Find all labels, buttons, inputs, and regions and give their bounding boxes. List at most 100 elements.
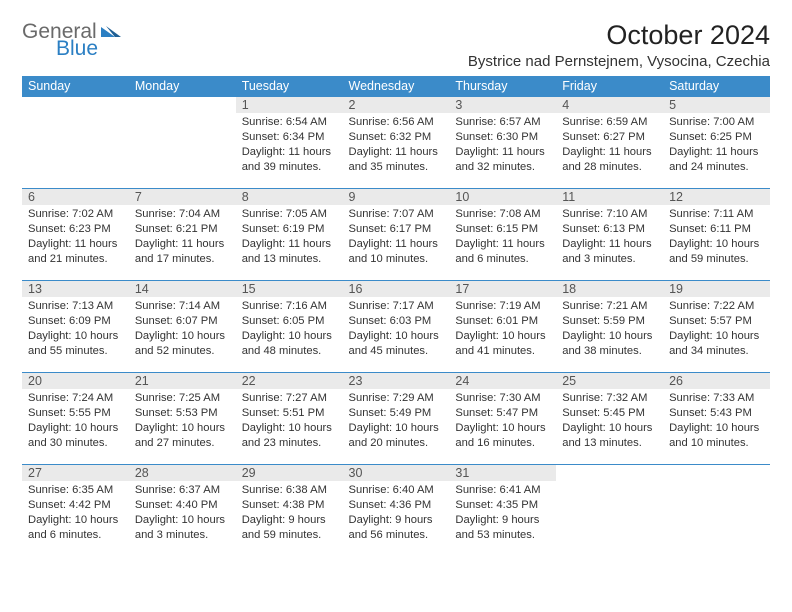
day-number: 6 (22, 189, 129, 205)
calendar-day-cell: 24Sunrise: 7:30 AMSunset: 5:47 PMDayligh… (449, 373, 556, 465)
day-details: Sunrise: 7:30 AMSunset: 5:47 PMDaylight:… (449, 389, 556, 455)
calendar-day-cell (663, 465, 770, 557)
calendar-day-cell: 10Sunrise: 7:08 AMSunset: 6:15 PMDayligh… (449, 189, 556, 281)
day-number: 23 (343, 373, 450, 389)
day-details: Sunrise: 6:40 AMSunset: 4:36 PMDaylight:… (343, 481, 450, 547)
calendar-day-cell: 26Sunrise: 7:33 AMSunset: 5:43 PMDayligh… (663, 373, 770, 465)
day-details: Sunrise: 7:27 AMSunset: 5:51 PMDaylight:… (236, 389, 343, 455)
day-number: 21 (129, 373, 236, 389)
day-details: Sunrise: 7:25 AMSunset: 5:53 PMDaylight:… (129, 389, 236, 455)
day-number: 7 (129, 189, 236, 205)
day-details: Sunrise: 7:22 AMSunset: 5:57 PMDaylight:… (663, 297, 770, 363)
day-number: 31 (449, 465, 556, 481)
day-details: Sunrise: 7:00 AMSunset: 6:25 PMDaylight:… (663, 113, 770, 179)
day-number: 13 (22, 281, 129, 297)
day-number: 27 (22, 465, 129, 481)
calendar-day-cell: 4Sunrise: 6:59 AMSunset: 6:27 PMDaylight… (556, 97, 663, 189)
calendar-day-cell: 22Sunrise: 7:27 AMSunset: 5:51 PMDayligh… (236, 373, 343, 465)
day-number: 12 (663, 189, 770, 205)
day-details: Sunrise: 6:41 AMSunset: 4:35 PMDaylight:… (449, 481, 556, 547)
calendar-week-row: 13Sunrise: 7:13 AMSunset: 6:09 PMDayligh… (22, 281, 770, 373)
day-details: Sunrise: 7:11 AMSunset: 6:11 PMDaylight:… (663, 205, 770, 271)
location: Bystrice nad Pernstejnem, Vysocina, Czec… (468, 53, 770, 70)
day-details: Sunrise: 7:21 AMSunset: 5:59 PMDaylight:… (556, 297, 663, 363)
day-number: 26 (663, 373, 770, 389)
calendar-day-cell: 11Sunrise: 7:10 AMSunset: 6:13 PMDayligh… (556, 189, 663, 281)
calendar-week-row: 20Sunrise: 7:24 AMSunset: 5:55 PMDayligh… (22, 373, 770, 465)
calendar-day-cell: 13Sunrise: 7:13 AMSunset: 6:09 PMDayligh… (22, 281, 129, 373)
weekday-header: Monday (129, 76, 236, 97)
day-details: Sunrise: 7:02 AMSunset: 6:23 PMDaylight:… (22, 205, 129, 271)
day-details: Sunrise: 7:07 AMSunset: 6:17 PMDaylight:… (343, 205, 450, 271)
weekday-header: Tuesday (236, 76, 343, 97)
weekday-header: Friday (556, 76, 663, 97)
day-number: 5 (663, 97, 770, 113)
calendar-day-cell: 20Sunrise: 7:24 AMSunset: 5:55 PMDayligh… (22, 373, 129, 465)
calendar-day-cell: 25Sunrise: 7:32 AMSunset: 5:45 PMDayligh… (556, 373, 663, 465)
day-details: Sunrise: 7:29 AMSunset: 5:49 PMDaylight:… (343, 389, 450, 455)
weekday-header: Thursday (449, 76, 556, 97)
calendar-day-cell: 5Sunrise: 7:00 AMSunset: 6:25 PMDaylight… (663, 97, 770, 189)
calendar-day-cell: 2Sunrise: 6:56 AMSunset: 6:32 PMDaylight… (343, 97, 450, 189)
calendar-day-cell: 3Sunrise: 6:57 AMSunset: 6:30 PMDaylight… (449, 97, 556, 189)
calendar-day-cell: 19Sunrise: 7:22 AMSunset: 5:57 PMDayligh… (663, 281, 770, 373)
day-number: 19 (663, 281, 770, 297)
day-details: Sunrise: 7:16 AMSunset: 6:05 PMDaylight:… (236, 297, 343, 363)
weekday-header: Wednesday (343, 76, 450, 97)
day-number: 2 (343, 97, 450, 113)
day-number: 20 (22, 373, 129, 389)
calendar-week-row: 1Sunrise: 6:54 AMSunset: 6:34 PMDaylight… (22, 97, 770, 189)
day-number: 1 (236, 97, 343, 113)
calendar-day-cell: 18Sunrise: 7:21 AMSunset: 5:59 PMDayligh… (556, 281, 663, 373)
day-details: Sunrise: 7:14 AMSunset: 6:07 PMDaylight:… (129, 297, 236, 363)
day-details: Sunrise: 6:54 AMSunset: 6:34 PMDaylight:… (236, 113, 343, 179)
logo-mark-icon (101, 23, 123, 44)
day-number: 18 (556, 281, 663, 297)
day-number: 16 (343, 281, 450, 297)
calendar-table: SundayMondayTuesdayWednesdayThursdayFrid… (22, 76, 770, 557)
day-details: Sunrise: 6:35 AMSunset: 4:42 PMDaylight:… (22, 481, 129, 547)
calendar-day-cell: 14Sunrise: 7:14 AMSunset: 6:07 PMDayligh… (129, 281, 236, 373)
day-details: Sunrise: 7:24 AMSunset: 5:55 PMDaylight:… (22, 389, 129, 455)
weekday-header: Sunday (22, 76, 129, 97)
weekday-header-row: SundayMondayTuesdayWednesdayThursdayFrid… (22, 76, 770, 97)
day-number: 14 (129, 281, 236, 297)
day-number: 3 (449, 97, 556, 113)
header-row: General Blue October 2024 Bystrice nad P… (22, 20, 770, 70)
calendar-day-cell (556, 465, 663, 557)
calendar-day-cell: 30Sunrise: 6:40 AMSunset: 4:36 PMDayligh… (343, 465, 450, 557)
day-details: Sunrise: 7:10 AMSunset: 6:13 PMDaylight:… (556, 205, 663, 271)
day-details: Sunrise: 7:08 AMSunset: 6:15 PMDaylight:… (449, 205, 556, 271)
calendar-day-cell (22, 97, 129, 189)
day-details: Sunrise: 7:19 AMSunset: 6:01 PMDaylight:… (449, 297, 556, 363)
day-number: 15 (236, 281, 343, 297)
logo: General Blue (22, 20, 123, 61)
calendar-week-row: 6Sunrise: 7:02 AMSunset: 6:23 PMDaylight… (22, 189, 770, 281)
day-number: 28 (129, 465, 236, 481)
calendar-day-cell: 17Sunrise: 7:19 AMSunset: 6:01 PMDayligh… (449, 281, 556, 373)
day-number: 9 (343, 189, 450, 205)
day-details: Sunrise: 7:33 AMSunset: 5:43 PMDaylight:… (663, 389, 770, 455)
day-number: 10 (449, 189, 556, 205)
calendar-day-cell: 31Sunrise: 6:41 AMSunset: 4:35 PMDayligh… (449, 465, 556, 557)
calendar-day-cell: 21Sunrise: 7:25 AMSunset: 5:53 PMDayligh… (129, 373, 236, 465)
calendar-week-row: 27Sunrise: 6:35 AMSunset: 4:42 PMDayligh… (22, 465, 770, 557)
calendar-day-cell: 7Sunrise: 7:04 AMSunset: 6:21 PMDaylight… (129, 189, 236, 281)
day-number: 8 (236, 189, 343, 205)
day-number: 25 (556, 373, 663, 389)
day-number: 24 (449, 373, 556, 389)
calendar-day-cell: 6Sunrise: 7:02 AMSunset: 6:23 PMDaylight… (22, 189, 129, 281)
calendar-day-cell: 1Sunrise: 6:54 AMSunset: 6:34 PMDaylight… (236, 97, 343, 189)
calendar-day-cell: 12Sunrise: 7:11 AMSunset: 6:11 PMDayligh… (663, 189, 770, 281)
day-number: 4 (556, 97, 663, 113)
day-details: Sunrise: 6:57 AMSunset: 6:30 PMDaylight:… (449, 113, 556, 179)
day-details: Sunrise: 7:32 AMSunset: 5:45 PMDaylight:… (556, 389, 663, 455)
month-year: October 2024 (468, 20, 770, 51)
day-details: Sunrise: 7:05 AMSunset: 6:19 PMDaylight:… (236, 205, 343, 271)
calendar-day-cell: 23Sunrise: 7:29 AMSunset: 5:49 PMDayligh… (343, 373, 450, 465)
calendar-day-cell: 28Sunrise: 6:37 AMSunset: 4:40 PMDayligh… (129, 465, 236, 557)
calendar-day-cell: 8Sunrise: 7:05 AMSunset: 6:19 PMDaylight… (236, 189, 343, 281)
day-details: Sunrise: 6:38 AMSunset: 4:38 PMDaylight:… (236, 481, 343, 547)
calendar-day-cell: 9Sunrise: 7:07 AMSunset: 6:17 PMDaylight… (343, 189, 450, 281)
calendar-day-cell: 16Sunrise: 7:17 AMSunset: 6:03 PMDayligh… (343, 281, 450, 373)
